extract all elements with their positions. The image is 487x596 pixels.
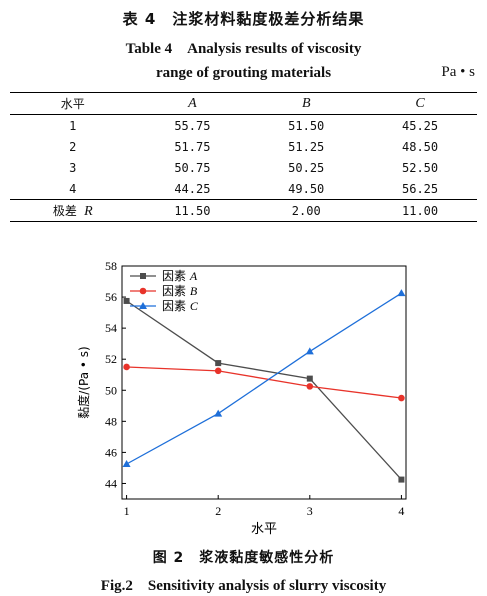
data-point xyxy=(398,476,405,483)
table-cell: 45.25 xyxy=(402,118,439,133)
table-row: 1 55.75 51.50 45.25 xyxy=(10,115,477,137)
data-point xyxy=(214,409,223,417)
y-tick-label: 48 xyxy=(105,414,117,428)
data-point xyxy=(306,383,314,390)
y-tick-label: 46 xyxy=(105,445,117,459)
data-point xyxy=(305,347,314,355)
legend-label: 因素 B xyxy=(162,284,198,298)
table-header-row: 水平 A B C xyxy=(10,92,477,115)
table-cell: 51.75 xyxy=(174,139,211,154)
y-axis-label: 黏度/(Pa • s) xyxy=(76,346,91,418)
x-tick-label: 1 xyxy=(124,504,130,518)
data-point xyxy=(398,394,405,402)
y-tick-label: 52 xyxy=(105,352,117,366)
series-line xyxy=(126,366,402,399)
data-point xyxy=(140,273,146,279)
data-point xyxy=(397,289,406,297)
header-factor-c: C xyxy=(415,95,425,111)
table-cell: 50.75 xyxy=(174,160,211,175)
viscosity-range-table: 水平 A B C 1 55.75 51.50 45.25 2 51.75 51.… xyxy=(10,92,477,222)
y-tick-label: 58 xyxy=(105,259,117,273)
data-point xyxy=(123,297,130,304)
table-cell: 1 xyxy=(69,118,77,133)
table-cell: 51.25 xyxy=(288,139,325,154)
table-title-cn: 表 4 注浆材料黏度极差分析结果 xyxy=(122,10,365,28)
figure-caption-en: Fig.2 Sensitivity analysis of slurry vis… xyxy=(100,578,387,594)
range-row: 极差 R 11.50 2.00 11.00 xyxy=(10,199,477,222)
table-row: 3 50.75 50.25 52.50 xyxy=(10,157,477,178)
range-label-var: R xyxy=(84,203,93,219)
table-cell: 3 xyxy=(69,160,77,175)
data-point xyxy=(214,367,222,375)
data-point xyxy=(139,302,147,309)
y-tick-label: 56 xyxy=(105,290,117,304)
y-tick-label: 44 xyxy=(105,476,117,490)
figure-caption-cn: 图 2 浆液黏度敏感性分析 xyxy=(152,550,335,566)
range-value-c: 11.00 xyxy=(402,203,439,218)
table-cell: 49.50 xyxy=(288,181,325,196)
header-factor-a: A xyxy=(188,95,197,111)
legend-label: 因素 A xyxy=(162,269,198,283)
legend-label: 因素 C xyxy=(162,299,199,313)
table-cell: 56.25 xyxy=(402,181,439,196)
data-point xyxy=(215,360,222,367)
y-tick-label: 50 xyxy=(105,383,117,397)
series-line xyxy=(126,300,402,481)
range-value-a: 11.50 xyxy=(174,203,211,218)
table-cell: 4 xyxy=(69,181,77,196)
x-tick-label: 4 xyxy=(398,504,404,518)
table-cell: 52.50 xyxy=(402,160,439,175)
table-cell: 44.25 xyxy=(174,181,211,196)
table-row: 4 44.25 49.50 56.25 xyxy=(10,178,477,200)
table-row: 2 51.75 51.25 48.50 xyxy=(10,136,477,157)
table-cell: 55.75 xyxy=(174,118,211,133)
table-title-en-line1: Table 4 Analysis results of viscosity xyxy=(125,41,362,57)
table-cell: 48.50 xyxy=(402,139,439,154)
y-tick-label: 54 xyxy=(105,321,117,335)
x-tick-label: 3 xyxy=(307,504,313,518)
header-factor-b: B xyxy=(301,95,311,111)
data-point xyxy=(122,460,131,468)
table-unit: Pa • s xyxy=(441,64,475,80)
range-label-cell: 极差 R xyxy=(10,200,135,222)
header-level: 水平 xyxy=(60,97,85,111)
series-line xyxy=(126,292,402,465)
data-point xyxy=(123,363,130,371)
table-cell: 50.25 xyxy=(288,160,325,175)
range-label-cn: 极差 xyxy=(52,203,77,218)
x-axis-label: 水平 xyxy=(251,522,277,537)
range-value-b: 2.00 xyxy=(291,203,321,218)
table-title-en-line2: range of grouting materials xyxy=(155,65,332,81)
data-point xyxy=(306,375,313,382)
plot-frame xyxy=(121,265,407,500)
table-cell: 2 xyxy=(69,139,77,154)
x-tick-label: 2 xyxy=(215,504,221,518)
data-point xyxy=(139,287,147,295)
table-cell: 51.50 xyxy=(288,118,325,133)
